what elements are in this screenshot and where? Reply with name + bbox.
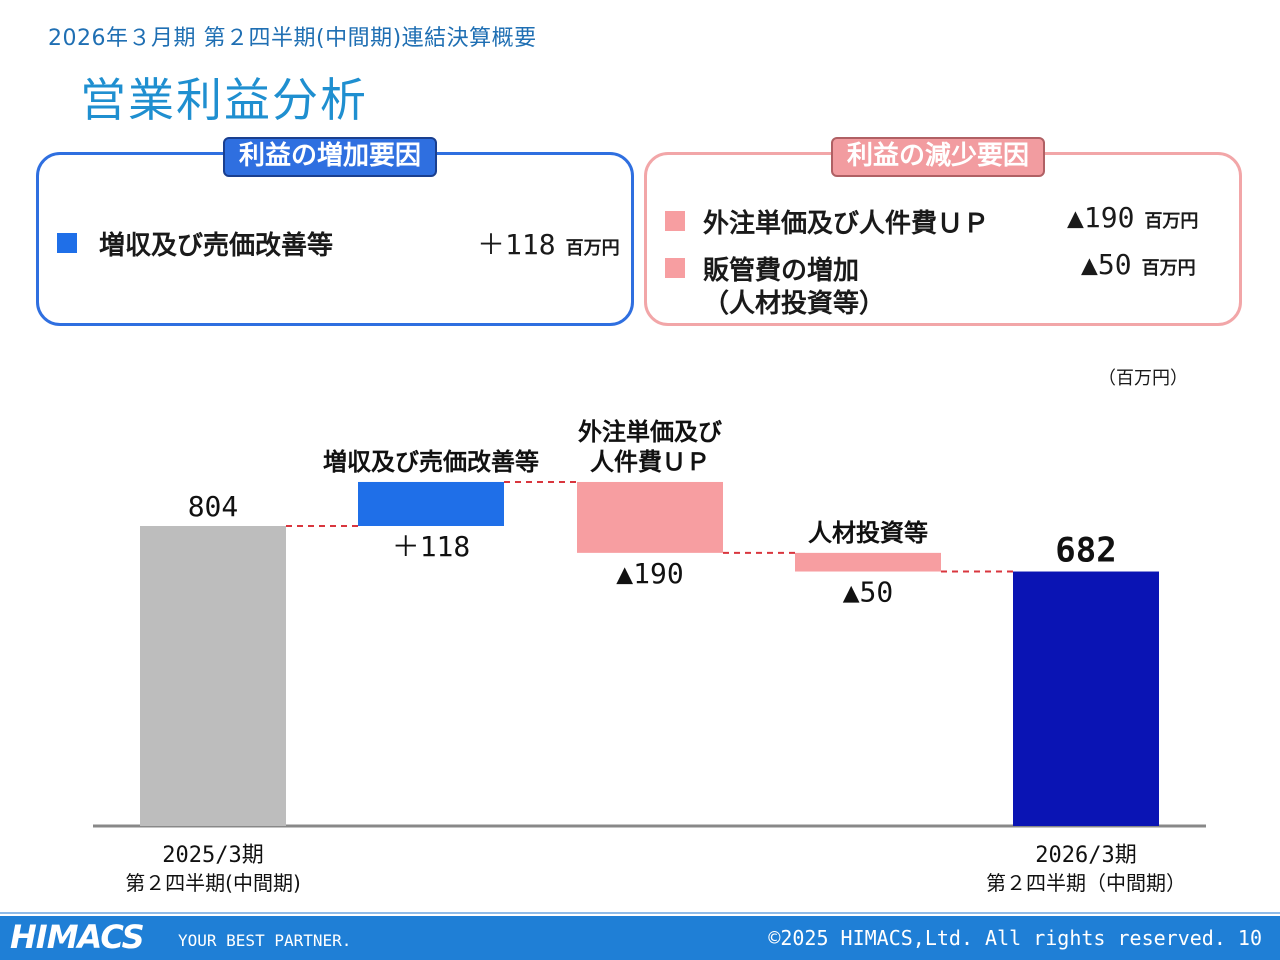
footer-bar: HIMACS YOUR BEST PARTNER. ©2025 HIMACS,L…: [0, 916, 1280, 960]
bar-value-label: ▲190: [616, 557, 683, 590]
decrease-item-amount: ▲50: [1081, 248, 1132, 281]
decrease-item-unit: 百万円: [1141, 258, 1196, 279]
increase-factors-box: 利益の増加要因 増収及び売価改善等 ＋118 百万円: [36, 137, 634, 326]
decrease-factors-tag: 利益の減少要因: [831, 137, 1046, 177]
bar-category-label: 増収及び売価改善等: [323, 448, 539, 476]
category-label: 2026/3期: [1035, 843, 1136, 868]
bar-value-label: ▲50: [843, 576, 894, 609]
slide-subtitle: 2026年３月期 第２四半期(中間期)連結決算概要: [48, 26, 537, 51]
increase-item-value: ＋118 百万円: [477, 223, 620, 263]
decrease-item-amount: ▲190: [1067, 201, 1135, 234]
decrease-item-value: ▲190 百万円: [1067, 201, 1198, 234]
category-label: 2025/3期: [162, 843, 263, 868]
chart-bar: [577, 481, 723, 553]
decrease-item-label: 外注単価及び人件費ＵＰ: [703, 209, 990, 239]
decrease-item-unit: 百万円: [1144, 211, 1199, 232]
decrease-item-value: ▲50 百万円: [1081, 248, 1196, 281]
chart-bar: [1013, 571, 1159, 826]
increase-item-unit: 百万円: [565, 238, 620, 259]
bar-value-label: ＋118: [392, 530, 471, 563]
increase-factors-tag: 利益の増加要因: [223, 137, 438, 177]
company-logo: HIMACS: [10, 918, 145, 956]
bar-category-label: 外注単価及び: [578, 418, 722, 446]
decrease-item-label: 販管費の増加: [703, 256, 860, 286]
company-tagline: YOUR BEST PARTNER.: [178, 931, 352, 950]
chart-bar: [140, 526, 286, 826]
copyright-text: ©2025 HIMACS,Ltd. All rights reserved. 1…: [768, 926, 1262, 950]
blue-square-icon: [57, 233, 77, 253]
bar-value-label: 682: [1055, 531, 1116, 571]
chart-bar: [358, 481, 504, 526]
decrease-item-label-sub: （人材投資等）: [703, 289, 886, 319]
increase-item-amount: ＋118: [477, 228, 556, 261]
pink-square-icon: [665, 258, 685, 278]
bar-category-label: 人件費ＵＰ: [590, 448, 710, 476]
decrease-factors-box: 利益の減少要因 外注単価及び人件費ＵＰ ▲190 百万円 販管費の増加 （人材投資…: [644, 137, 1242, 326]
bar-category-label: 人材投資等: [808, 519, 928, 547]
slide-title: 営業利益分析: [80, 73, 368, 127]
category-sublabel: 第２四半期(中間期): [125, 871, 301, 895]
pink-square-icon: [665, 211, 685, 231]
increase-item-label: 増収及び売価改善等: [99, 231, 334, 261]
bar-value-label: 804: [188, 490, 239, 523]
chart-bar: [795, 552, 941, 572]
category-sublabel: 第２四半期（中間期）: [986, 871, 1186, 895]
chart-unit-label: （百万円）: [1098, 368, 1188, 389]
footer-divider: [0, 912, 1280, 914]
